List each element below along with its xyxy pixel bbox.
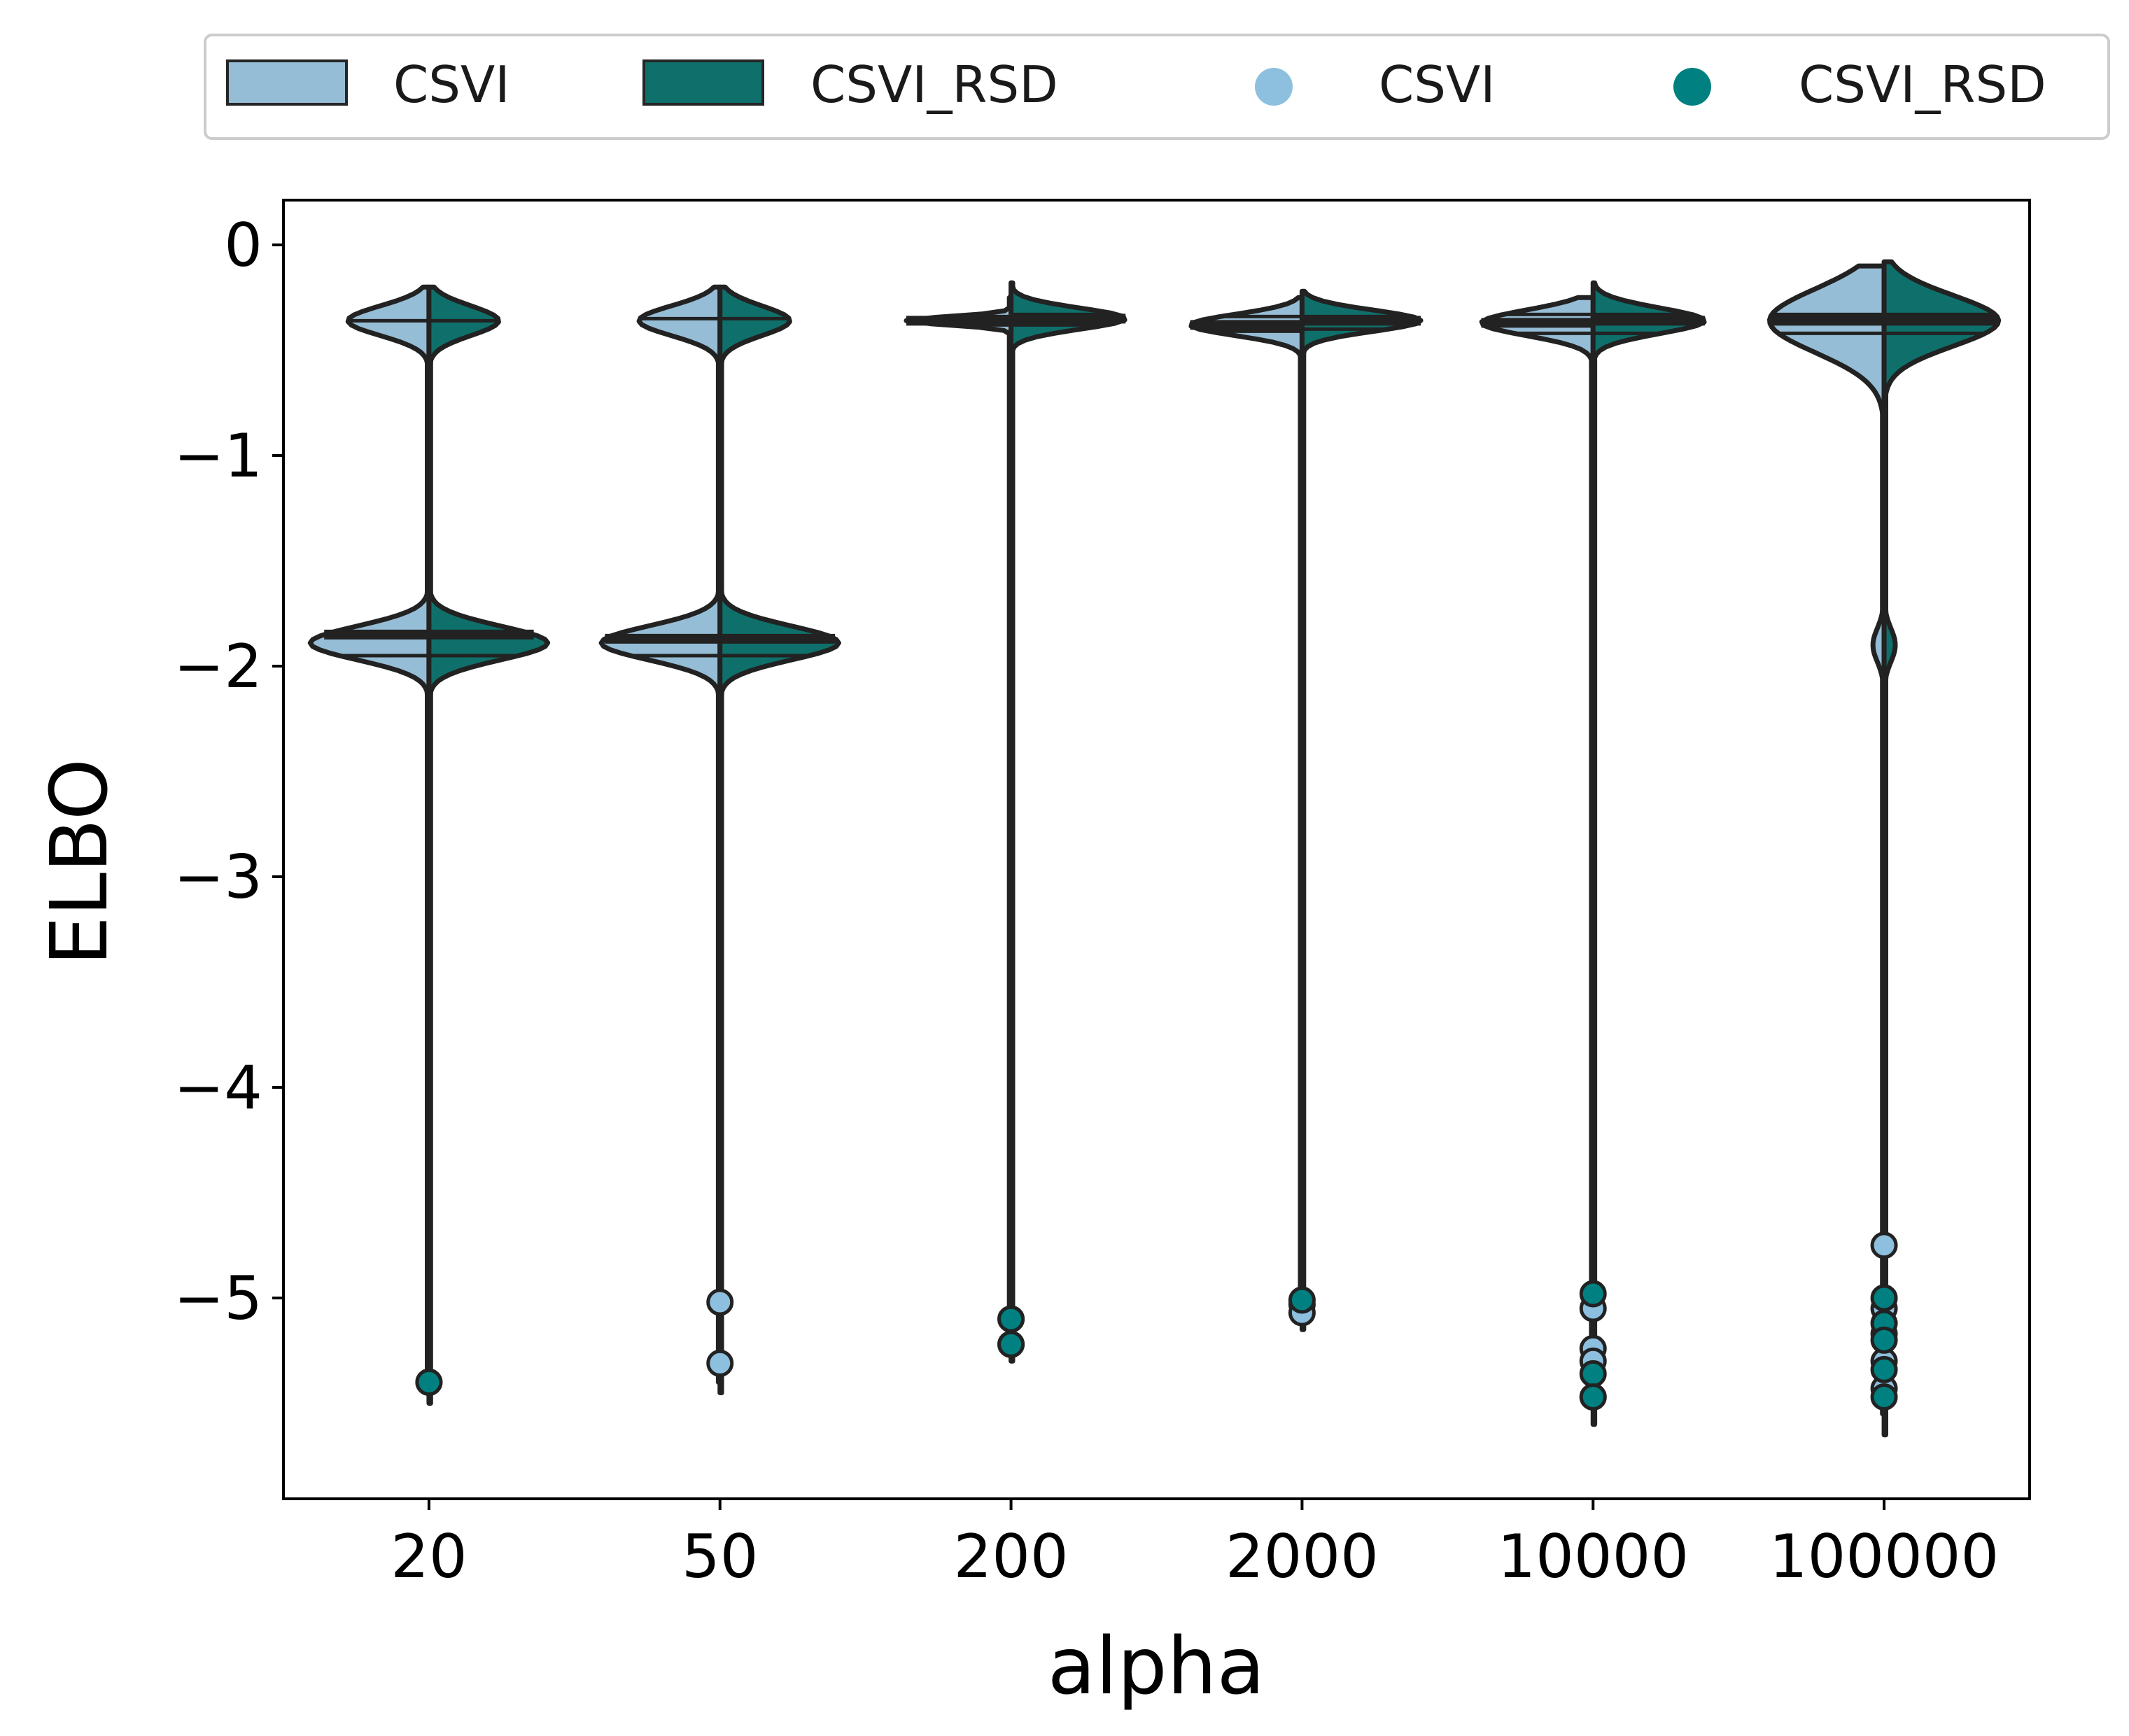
legend-label-csvi-rsd-patch: CSVI_RSD	[810, 55, 1058, 114]
y-axis-label: ELBO	[34, 758, 125, 966]
legend-label-csvi-marker: CSVI	[1379, 55, 1495, 114]
legend-marker-csvi	[1255, 68, 1293, 106]
x-axis-label: alpha	[1048, 1621, 1265, 1712]
violin-half-csvi-rsd	[1009, 280, 1127, 1364]
x-tick-label: 50	[682, 1522, 758, 1592]
x-tick-label: 200	[954, 1522, 1069, 1592]
outlier-point	[1870, 1284, 1898, 1312]
plot-frame	[282, 199, 2031, 1500]
legend-marker-csvi-rsd	[1673, 68, 1711, 106]
outlier-point	[1870, 1355, 1898, 1383]
outlier-point	[997, 1305, 1025, 1333]
y-tick-label: −4	[174, 1053, 262, 1123]
x-tick-label: 2000	[1225, 1522, 1379, 1592]
y-tick-label: −3	[174, 842, 262, 912]
violin-half-csvi-rsd	[1299, 288, 1424, 1332]
y-tick-label: −2	[174, 632, 262, 702]
x-tick-label: 20	[391, 1522, 467, 1592]
legend: CSVI CSVI_RSD CSVI CSVI_RSD	[204, 34, 2110, 140]
y-tick-label: 0	[224, 211, 262, 281]
violin-half-csvi-rsd	[717, 284, 841, 1395]
x-tick-label: 100000	[1769, 1522, 1999, 1592]
outlier-point	[1579, 1360, 1607, 1388]
legend-patch-csvi	[226, 59, 348, 106]
violin-half-csvi-rsd	[1590, 280, 1707, 1427]
outlier-point	[1870, 1326, 1898, 1354]
outlier-point	[706, 1288, 734, 1316]
outlier-layer	[415, 1232, 1898, 1411]
outlier-point	[1870, 1383, 1898, 1411]
x-tick-label: 10000	[1497, 1522, 1689, 1592]
outlier-point	[706, 1349, 734, 1377]
violin-layer	[307, 259, 2002, 1438]
outlier-point	[1579, 1280, 1607, 1308]
outlier-point	[1288, 1286, 1316, 1314]
legend-patch-csvi-rsd	[642, 59, 764, 106]
outlier-point	[1579, 1383, 1607, 1411]
legend-label-csvi-rsd-marker: CSVI_RSD	[1799, 55, 2046, 114]
y-tick-label: −5	[174, 1264, 262, 1334]
legend-label-csvi-patch: CSVI	[393, 55, 510, 114]
y-axis: 0 −1 −2 −3 −4 −5	[174, 211, 283, 1334]
x-axis: 20 50 200 2000 10000 100000	[391, 1499, 1999, 1592]
outlier-point	[1870, 1232, 1898, 1259]
outlier-point	[415, 1368, 443, 1396]
violin-half-csvi-rsd	[426, 284, 551, 1406]
outlier-point	[997, 1330, 1025, 1358]
y-tick-label: −1	[174, 421, 262, 491]
